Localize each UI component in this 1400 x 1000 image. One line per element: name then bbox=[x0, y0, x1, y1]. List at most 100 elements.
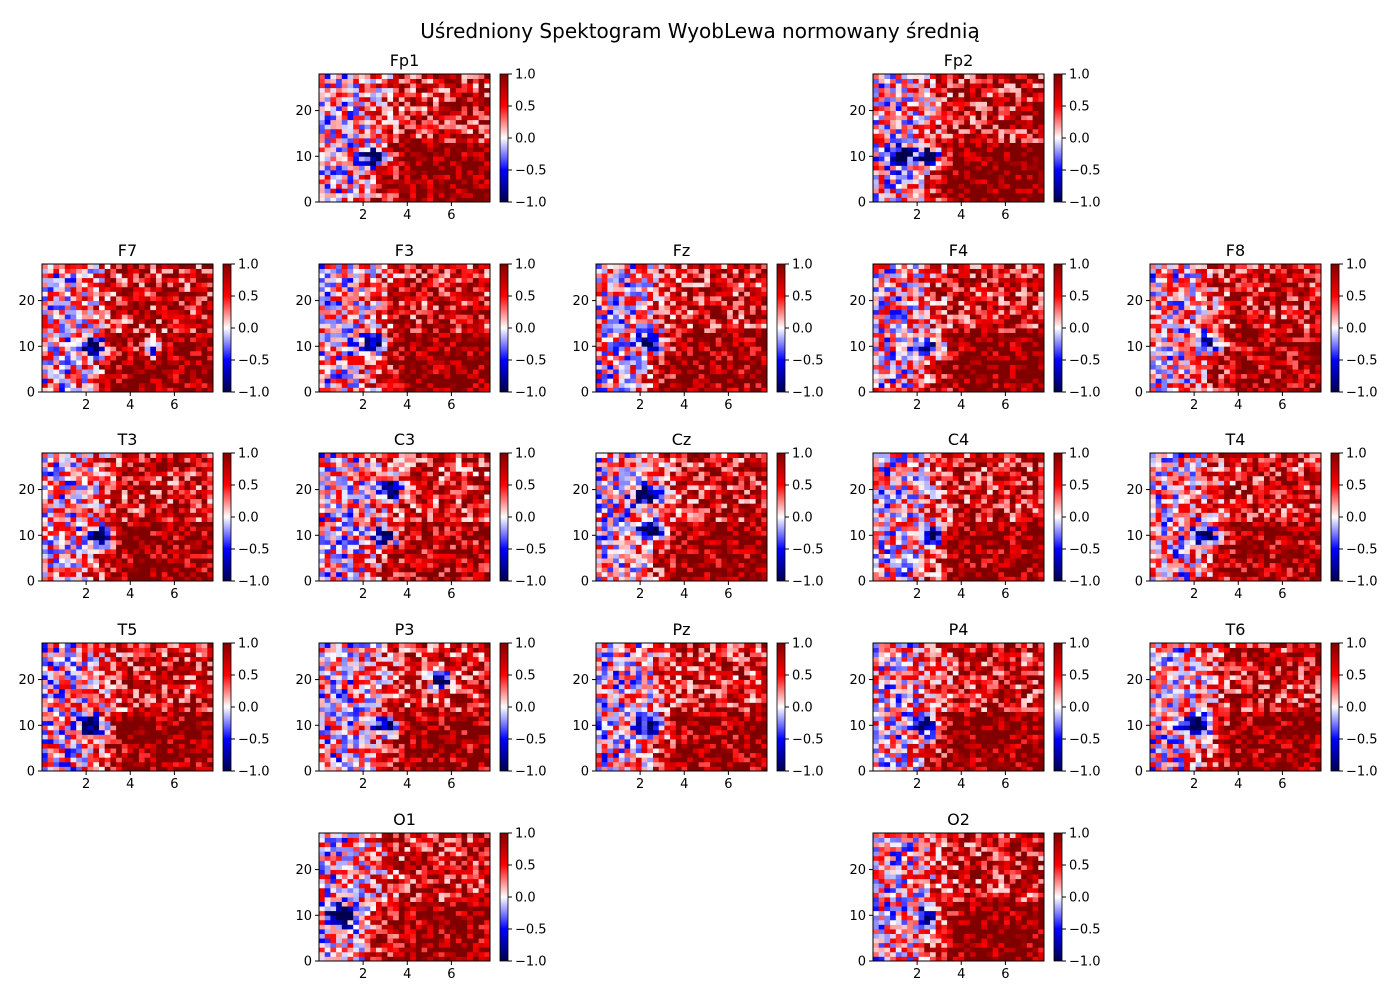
heatmap-cell bbox=[947, 286, 954, 292]
heatmap-cell bbox=[150, 355, 157, 361]
heatmap-cell bbox=[1015, 78, 1022, 84]
heatmap-cell bbox=[76, 341, 83, 347]
heatmap-cell bbox=[727, 382, 734, 388]
heatmap-cell bbox=[687, 360, 694, 365]
heatmap-cell bbox=[404, 346, 411, 352]
heatmap-cell bbox=[358, 183, 365, 189]
heatmap-cell bbox=[1038, 151, 1045, 157]
heatmap-cell bbox=[53, 387, 60, 393]
heatmap-cell bbox=[478, 183, 485, 189]
heatmap-cell bbox=[467, 192, 474, 198]
heatmap-cell bbox=[42, 378, 49, 384]
heatmap-cell bbox=[878, 355, 885, 361]
heatmap-cell bbox=[664, 268, 671, 274]
heatmap-cell bbox=[647, 323, 654, 329]
heatmap-cell bbox=[484, 151, 491, 157]
heatmap-cell bbox=[421, 360, 428, 365]
heatmap-cell bbox=[421, 106, 428, 111]
heatmap-cell bbox=[658, 355, 665, 361]
heatmap-cell bbox=[964, 78, 971, 84]
x-tick-label: 2 bbox=[359, 398, 367, 413]
heatmap-cell bbox=[941, 286, 948, 292]
heatmap-cell bbox=[692, 305, 699, 311]
heatmap-cell bbox=[427, 138, 434, 143]
heatmap-cell bbox=[755, 382, 762, 388]
heatmap-cell bbox=[347, 110, 354, 116]
heatmap-cell bbox=[670, 341, 677, 347]
heatmap-cell bbox=[1015, 160, 1022, 166]
heatmap-cell bbox=[410, 300, 417, 306]
heatmap-cell bbox=[607, 382, 614, 388]
heatmap-cell bbox=[121, 300, 128, 306]
heatmap-cell bbox=[1015, 165, 1022, 171]
heatmap-cell bbox=[1004, 115, 1011, 121]
heatmap-cell bbox=[952, 387, 959, 393]
heatmap-cell bbox=[472, 350, 479, 356]
heatmap-cell bbox=[1015, 151, 1022, 157]
heatmap-cell bbox=[624, 328, 631, 333]
heatmap-cell bbox=[710, 268, 717, 274]
heatmap-cell bbox=[427, 142, 434, 148]
heatmap-cell bbox=[895, 305, 902, 311]
heatmap-cell bbox=[341, 382, 348, 388]
heatmap-cell bbox=[433, 165, 440, 171]
heatmap-cell bbox=[895, 156, 902, 162]
heatmap-cell bbox=[907, 382, 914, 388]
heatmap-cell bbox=[133, 373, 140, 379]
heatmap-cell bbox=[749, 341, 756, 347]
heatmap-cell bbox=[421, 124, 428, 130]
heatmap-cell bbox=[81, 364, 88, 370]
heatmap-cell bbox=[1038, 142, 1045, 148]
heatmap-cell bbox=[907, 309, 914, 315]
heatmap-cell bbox=[749, 364, 756, 370]
heatmap-cell bbox=[478, 119, 485, 125]
heatmap-cell bbox=[341, 282, 348, 288]
heatmap-cell bbox=[410, 318, 417, 324]
heatmap-cell bbox=[104, 378, 111, 384]
heatmap-cell bbox=[969, 318, 976, 324]
heatmap-cell bbox=[624, 314, 631, 320]
heatmap-cell bbox=[941, 277, 948, 283]
heatmap-cell bbox=[404, 151, 411, 157]
heatmap-cell bbox=[981, 174, 988, 180]
heatmap-cell bbox=[347, 174, 354, 180]
heatmap-cell bbox=[901, 188, 908, 194]
heatmap-cell bbox=[184, 350, 191, 356]
heatmap-cell bbox=[681, 296, 688, 301]
heatmap-cell bbox=[393, 305, 400, 311]
heatmap-cell bbox=[42, 346, 49, 352]
heatmap-cell bbox=[930, 318, 937, 324]
heatmap-cell bbox=[964, 110, 971, 116]
heatmap-cell bbox=[998, 83, 1005, 89]
heatmap-cell bbox=[912, 382, 919, 388]
heatmap-cell bbox=[461, 337, 468, 343]
heatmap-cell bbox=[358, 101, 365, 107]
heatmap-cell bbox=[1004, 106, 1011, 111]
heatmap-cell bbox=[370, 378, 377, 384]
heatmap-cell bbox=[353, 309, 360, 315]
heatmap-cell bbox=[704, 273, 711, 279]
heatmap-cell bbox=[472, 332, 479, 338]
heatmap-cell bbox=[116, 305, 123, 311]
heatmap-cell bbox=[658, 286, 665, 292]
heatmap-cell bbox=[156, 277, 163, 283]
heatmap-cell bbox=[901, 151, 908, 157]
heatmap-cell bbox=[370, 337, 377, 343]
heatmap-cell bbox=[336, 138, 343, 143]
heatmap-cell bbox=[1032, 192, 1039, 198]
heatmap-cell bbox=[749, 286, 756, 292]
heatmap-cell bbox=[698, 318, 705, 324]
heatmap-cell bbox=[1004, 192, 1011, 198]
heatmap-cell bbox=[376, 305, 383, 311]
heatmap-cell bbox=[890, 305, 897, 311]
heatmap-cell bbox=[324, 355, 331, 361]
heatmap-cell bbox=[461, 83, 468, 89]
heatmap-cell bbox=[364, 364, 371, 370]
heatmap-cell bbox=[76, 323, 83, 329]
heatmap-cell bbox=[421, 101, 428, 107]
heatmap-cell bbox=[381, 170, 388, 175]
heatmap-cell bbox=[450, 142, 457, 148]
heatmap-cell bbox=[675, 337, 682, 343]
heatmap-cell bbox=[918, 277, 925, 283]
heatmap-cell bbox=[472, 300, 479, 306]
